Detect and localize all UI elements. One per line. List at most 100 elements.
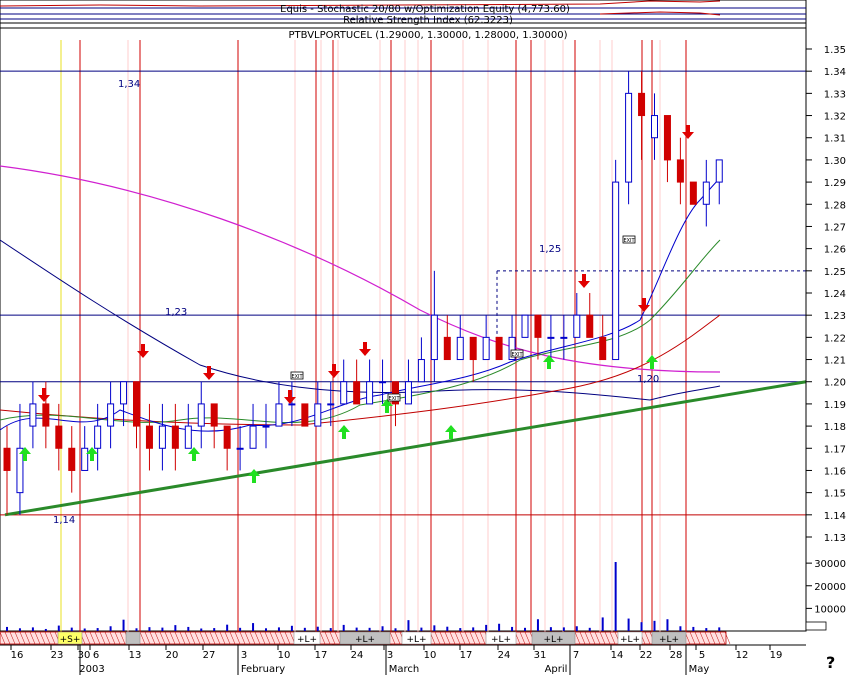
ribbon-hatch [204, 631, 211, 645]
candle-body [625, 92, 633, 183]
ribbon-hatch [604, 631, 611, 645]
candle-body [68, 447, 76, 471]
price-header: PTBVLPORTUCEL (1.29000, 1.30000, 1.28000… [289, 30, 568, 41]
ribbon-hatch [149, 631, 156, 645]
date-tick-label: 31 [534, 650, 547, 661]
date-tick-label: 6 [93, 650, 99, 661]
volume-tick-label: 30000 [814, 559, 846, 570]
candle-body [29, 403, 37, 427]
date-tick-label: 10 [278, 650, 291, 661]
sell-arrow-icon [682, 125, 694, 139]
volume-tick-label: 20000 [814, 582, 846, 593]
ribbon-hatch [184, 631, 191, 645]
ribbon-hatch [49, 631, 56, 645]
trendline [4, 380, 807, 517]
volume-bars [6, 562, 721, 631]
price-tick-label: 1.35 [824, 45, 846, 56]
buy-arrow-icon [381, 399, 393, 413]
candle-body [651, 115, 658, 139]
candle-body [443, 336, 451, 361]
ribbon-hatch [139, 631, 146, 645]
ribbon-hatch [599, 631, 606, 645]
ribbon-hatch [159, 631, 166, 645]
candle-body [689, 181, 697, 205]
ribbon-hatch [609, 631, 616, 645]
ribbon-hatch [644, 631, 651, 645]
ribbon-hatch [194, 631, 201, 645]
level-label: 1,25 [539, 244, 561, 255]
candle-body [3, 447, 11, 471]
level-label: 1,14 [53, 515, 75, 526]
ribbon-hatch [329, 631, 336, 645]
candle-body [560, 336, 568, 339]
sell-arrow-icon [38, 388, 50, 402]
exit-badge [622, 235, 636, 244]
ribbon-hatch [169, 631, 176, 645]
sell-arrow-icon [638, 298, 650, 312]
month-label: 2003 [79, 664, 104, 675]
ribbon-label: +L+ [355, 635, 375, 645]
ribbon-hatch [29, 631, 36, 645]
ribbon-hatch [24, 631, 31, 645]
ribbon-hatch [94, 631, 101, 645]
date-tick-label: 24 [351, 650, 364, 661]
ribbon-hatch [464, 631, 471, 645]
equity-line [0, 0, 721, 7]
date-tick-label: 24 [498, 650, 511, 661]
buy-arrow-icon [646, 355, 658, 369]
candle-body [275, 403, 283, 427]
date-tick-label: 17 [460, 650, 473, 661]
ribbon-hatch [179, 631, 186, 645]
ma-100-line [0, 239, 721, 401]
buy-arrow-icon [86, 447, 98, 461]
candle-body [133, 381, 140, 427]
ribbon-hatch [454, 631, 461, 645]
ribbon-hatch [439, 631, 446, 645]
ribbon-hatch [474, 631, 481, 645]
candle-body [534, 314, 542, 338]
ribbon-hatch [4, 631, 11, 645]
candle-body [417, 359, 425, 383]
candle-body [107, 403, 115, 427]
date-tick-label: 5 [699, 650, 705, 661]
ribbon-hatch [524, 631, 531, 645]
ribbon-label: +L+ [659, 635, 679, 645]
ribbon-segment [57, 631, 83, 645]
date-tick-label: 3 [387, 650, 393, 661]
ribbon-hatch [84, 631, 91, 645]
candle-body [573, 314, 581, 338]
candle-body [81, 447, 89, 471]
candle-body [495, 336, 503, 361]
ribbon-segment [401, 631, 432, 645]
ribbon-hatch [479, 631, 486, 645]
price-tick-label: 1.28 [824, 200, 846, 211]
ribbon-hatch [284, 631, 291, 645]
price-tick-label: 1.32 [824, 112, 846, 123]
date-tick-label: 14 [611, 650, 624, 661]
candle-body [184, 425, 192, 449]
month-label: May [689, 664, 710, 675]
price-tick-label: 1.20 [824, 378, 846, 389]
date-tick-label: 23 [51, 650, 64, 661]
ribbon-label: +L+ [543, 635, 563, 645]
help-icon[interactable]: ? [826, 653, 835, 672]
ribbon-hatch [254, 631, 261, 645]
candle-body [223, 425, 231, 449]
ribbon-hatch [34, 631, 41, 645]
candle-body [158, 425, 166, 449]
ribbon-hatch [724, 631, 731, 645]
date-tick-label: 19 [770, 650, 783, 661]
candle-body [612, 181, 620, 361]
candle-body [120, 381, 128, 405]
exit-badge-label: EXIT [623, 238, 635, 244]
volume-tick-label: 10000 [814, 604, 846, 615]
plot-frame [0, 27, 807, 632]
ribbon-hatch [324, 631, 331, 645]
level-label: 1,23 [165, 307, 187, 318]
candle-body [262, 425, 270, 428]
sell-arrow-icon [578, 274, 590, 288]
ribbon-hatch [469, 631, 476, 645]
candle-body [55, 425, 63, 449]
ribbon-label: +L+ [406, 635, 426, 645]
price-tick-label: 1.13 [824, 533, 846, 544]
